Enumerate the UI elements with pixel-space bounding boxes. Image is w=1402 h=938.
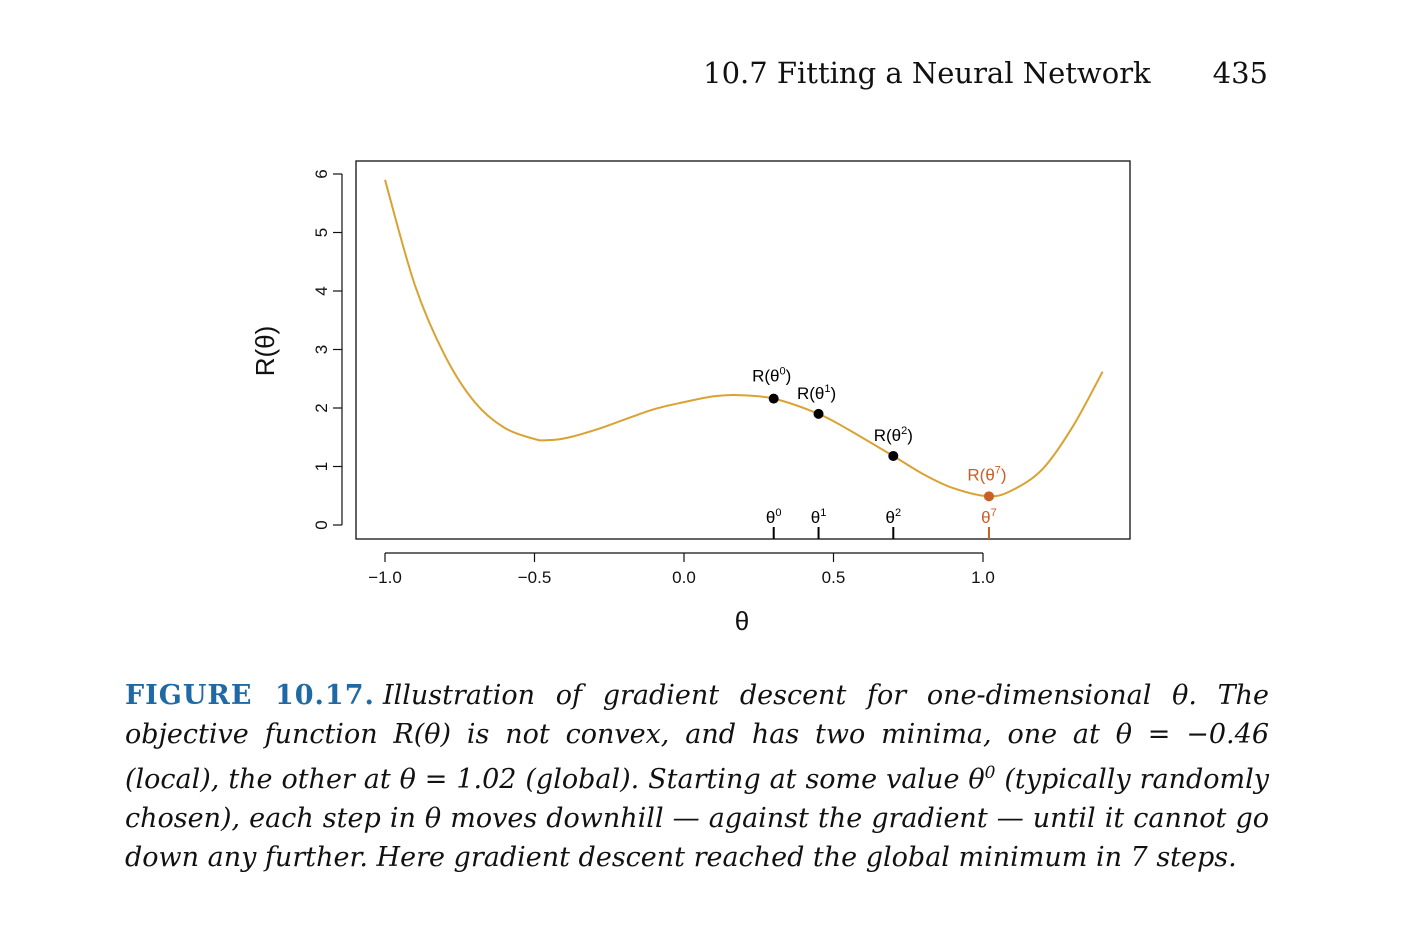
descent-point	[983, 491, 994, 502]
y-tick-label: 0	[312, 520, 331, 529]
descent-point	[813, 408, 824, 419]
objective-curve	[384, 179, 1104, 498]
x-tick-label: 1.0	[971, 568, 995, 587]
point-label: R(θ0)	[752, 366, 791, 386]
descent-points: R(θ0) θ0 R(θ1) θ1 R(θ2) θ2 R(θ7) θ7	[752, 366, 1007, 539]
running-header: 10.7 Fitting a Neural Network 435	[0, 56, 1268, 90]
y-tick-label: 6	[312, 169, 331, 178]
x-tick-label: −1.0	[368, 568, 402, 587]
rug-tick-label: θ1	[811, 507, 827, 527]
caption-text-2: (typically randomly chosen), each step i…	[125, 764, 1270, 873]
rug-tick-label: θ0	[766, 507, 782, 527]
caption-superscript: 0	[984, 763, 996, 783]
y-axis: 0 1 2 3 4 5 6	[312, 169, 343, 530]
y-tick-label: 2	[312, 403, 331, 412]
x-axis-label: θ	[735, 606, 749, 636]
y-tick-label: 5	[312, 228, 331, 237]
figure-label: FIGURE 10.17.	[125, 680, 375, 711]
point-label: R(θ2)	[874, 425, 913, 445]
x-axis: −1.0 −0.5 0.0 0.5 1.0	[368, 552, 995, 587]
point-label: R(θ7)	[967, 464, 1006, 484]
x-tick-label: −0.5	[518, 568, 552, 587]
y-tick-label: 1	[312, 462, 331, 471]
page-number: 435	[1212, 56, 1268, 90]
y-tick-label: 3	[312, 345, 331, 354]
descent-point	[888, 450, 899, 461]
plot-frame	[355, 160, 1131, 540]
x-tick-label: 0.5	[822, 568, 846, 587]
gradient-descent-chart: −1.0 −0.5 0.0 0.5 1.0 0 1 2 3 4 5 6 R(θ0) θ0 R(θ1) θ1…	[250, 160, 1131, 636]
section-title: 10.7 Fitting a Neural Network	[703, 56, 1151, 90]
point-label: R(θ1)	[797, 383, 836, 403]
rug-tick-label: θ2	[886, 507, 902, 527]
y-tick-label: 4	[312, 286, 331, 295]
rug-tick-label: θ7	[981, 507, 997, 527]
y-axis-label: R(θ)	[250, 326, 280, 377]
descent-point	[768, 393, 779, 404]
x-tick-label: 0.0	[672, 568, 696, 587]
caption-text-1: Illustration of gradient descent for one…	[125, 680, 1269, 795]
figure-caption: FIGURE 10.17. Illustration of gradient de…	[125, 676, 1269, 877]
